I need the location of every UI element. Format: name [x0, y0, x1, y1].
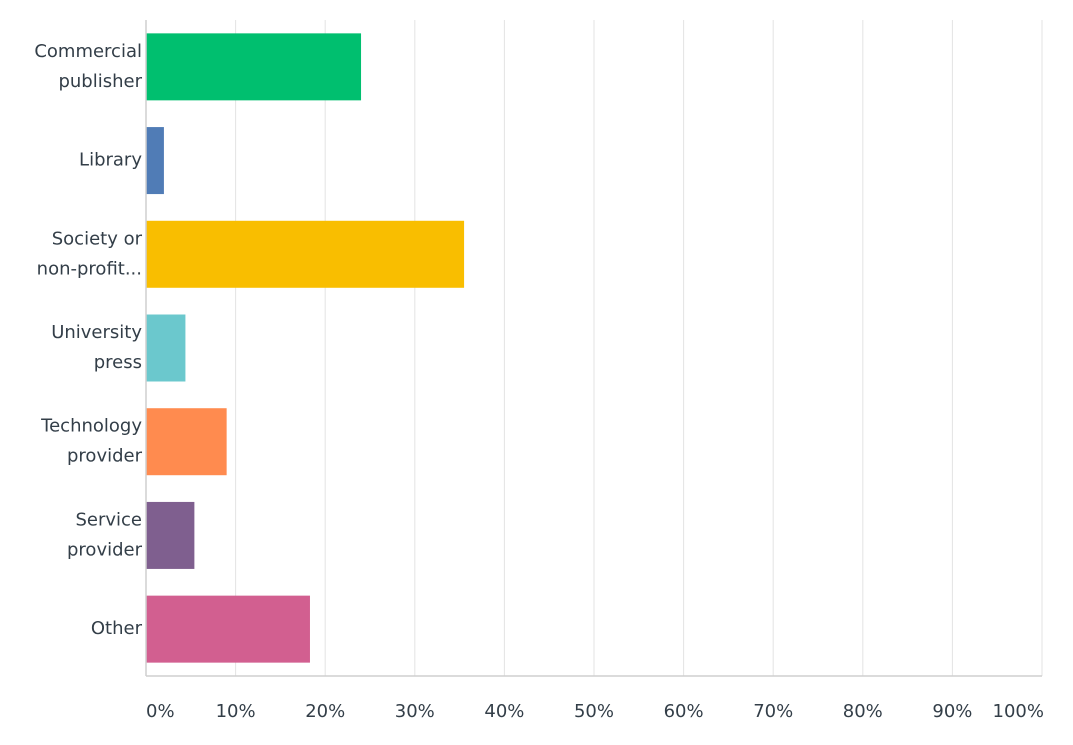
category-label-1-0: Library	[79, 150, 142, 171]
x-tick-label-0: 0%	[146, 701, 175, 722]
x-tick-label-70: 70%	[753, 701, 793, 722]
category-label-3-0: University	[51, 322, 142, 343]
x-tick-label-50: 50%	[574, 701, 614, 722]
category-label-6-0: Other	[91, 618, 143, 639]
category-label-5-1: provider	[67, 539, 143, 560]
category-label-0-1: publisher	[58, 71, 142, 92]
bar-2[interactable]	[146, 220, 465, 288]
grid	[235, 20, 1043, 676]
x-tick-labels: 0% 10% 20% 30% 40% 50% 60% 70% 80% 90% 100%	[146, 701, 1044, 722]
category-label-4-1: provider	[67, 446, 143, 467]
category-label-3-1: press	[94, 352, 142, 373]
bar-6[interactable]	[146, 595, 310, 663]
x-tick-label-40: 40%	[484, 701, 524, 722]
x-tick-label-90: 90%	[932, 701, 972, 722]
bar-3[interactable]	[146, 314, 186, 382]
category-label-2-0: Society or	[52, 228, 143, 249]
category-label-4-0: Technology	[40, 416, 142, 437]
x-tick-label-10: 10%	[216, 701, 256, 722]
axes	[145, 20, 1042, 677]
category-label-5-0: Service	[75, 509, 142, 530]
bar-4[interactable]	[146, 408, 227, 476]
bar-1[interactable]	[146, 127, 164, 195]
x-tick-label-30: 30%	[395, 701, 435, 722]
category-label-2-1: non-profit...	[37, 258, 142, 279]
x-tick-label-100: 100%	[993, 701, 1044, 722]
x-tick-label-20: 20%	[305, 701, 345, 722]
category-label-0-0: Commercial	[34, 41, 142, 62]
x-tick-label-60: 60%	[664, 701, 704, 722]
bars	[146, 33, 465, 663]
x-tick-label-80: 80%	[843, 701, 883, 722]
bar-0[interactable]	[146, 33, 362, 101]
bar-5[interactable]	[146, 501, 195, 569]
category-labels: Commercial publisher Library Society or non-…	[34, 41, 142, 639]
